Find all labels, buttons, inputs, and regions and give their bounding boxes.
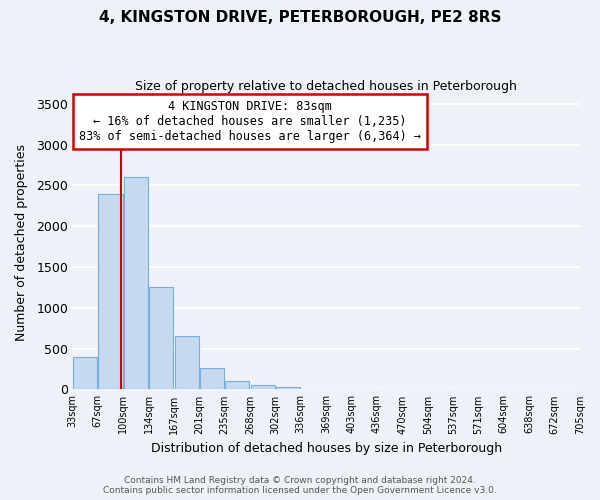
Bar: [175, 336, 199, 390]
Title: Size of property relative to detached houses in Peterborough: Size of property relative to detached ho…: [135, 80, 517, 93]
Bar: [98, 194, 122, 390]
Bar: [73, 357, 97, 390]
Text: 4 KINGSTON DRIVE: 83sqm
← 16% of detached houses are smaller (1,235)
83% of semi: 4 KINGSTON DRIVE: 83sqm ← 16% of detache…: [79, 100, 421, 143]
Bar: [251, 385, 275, 390]
Y-axis label: Number of detached properties: Number of detached properties: [15, 144, 28, 341]
Text: Contains HM Land Registry data © Crown copyright and database right 2024.
Contai: Contains HM Land Registry data © Crown c…: [103, 476, 497, 495]
X-axis label: Distribution of detached houses by size in Peterborough: Distribution of detached houses by size …: [151, 442, 502, 455]
Bar: [225, 382, 250, 390]
Bar: [149, 288, 173, 390]
Bar: [276, 387, 300, 390]
Bar: [124, 177, 148, 390]
Bar: [200, 368, 224, 390]
Text: 4, KINGSTON DRIVE, PETERBOROUGH, PE2 8RS: 4, KINGSTON DRIVE, PETERBOROUGH, PE2 8RS: [99, 10, 501, 25]
